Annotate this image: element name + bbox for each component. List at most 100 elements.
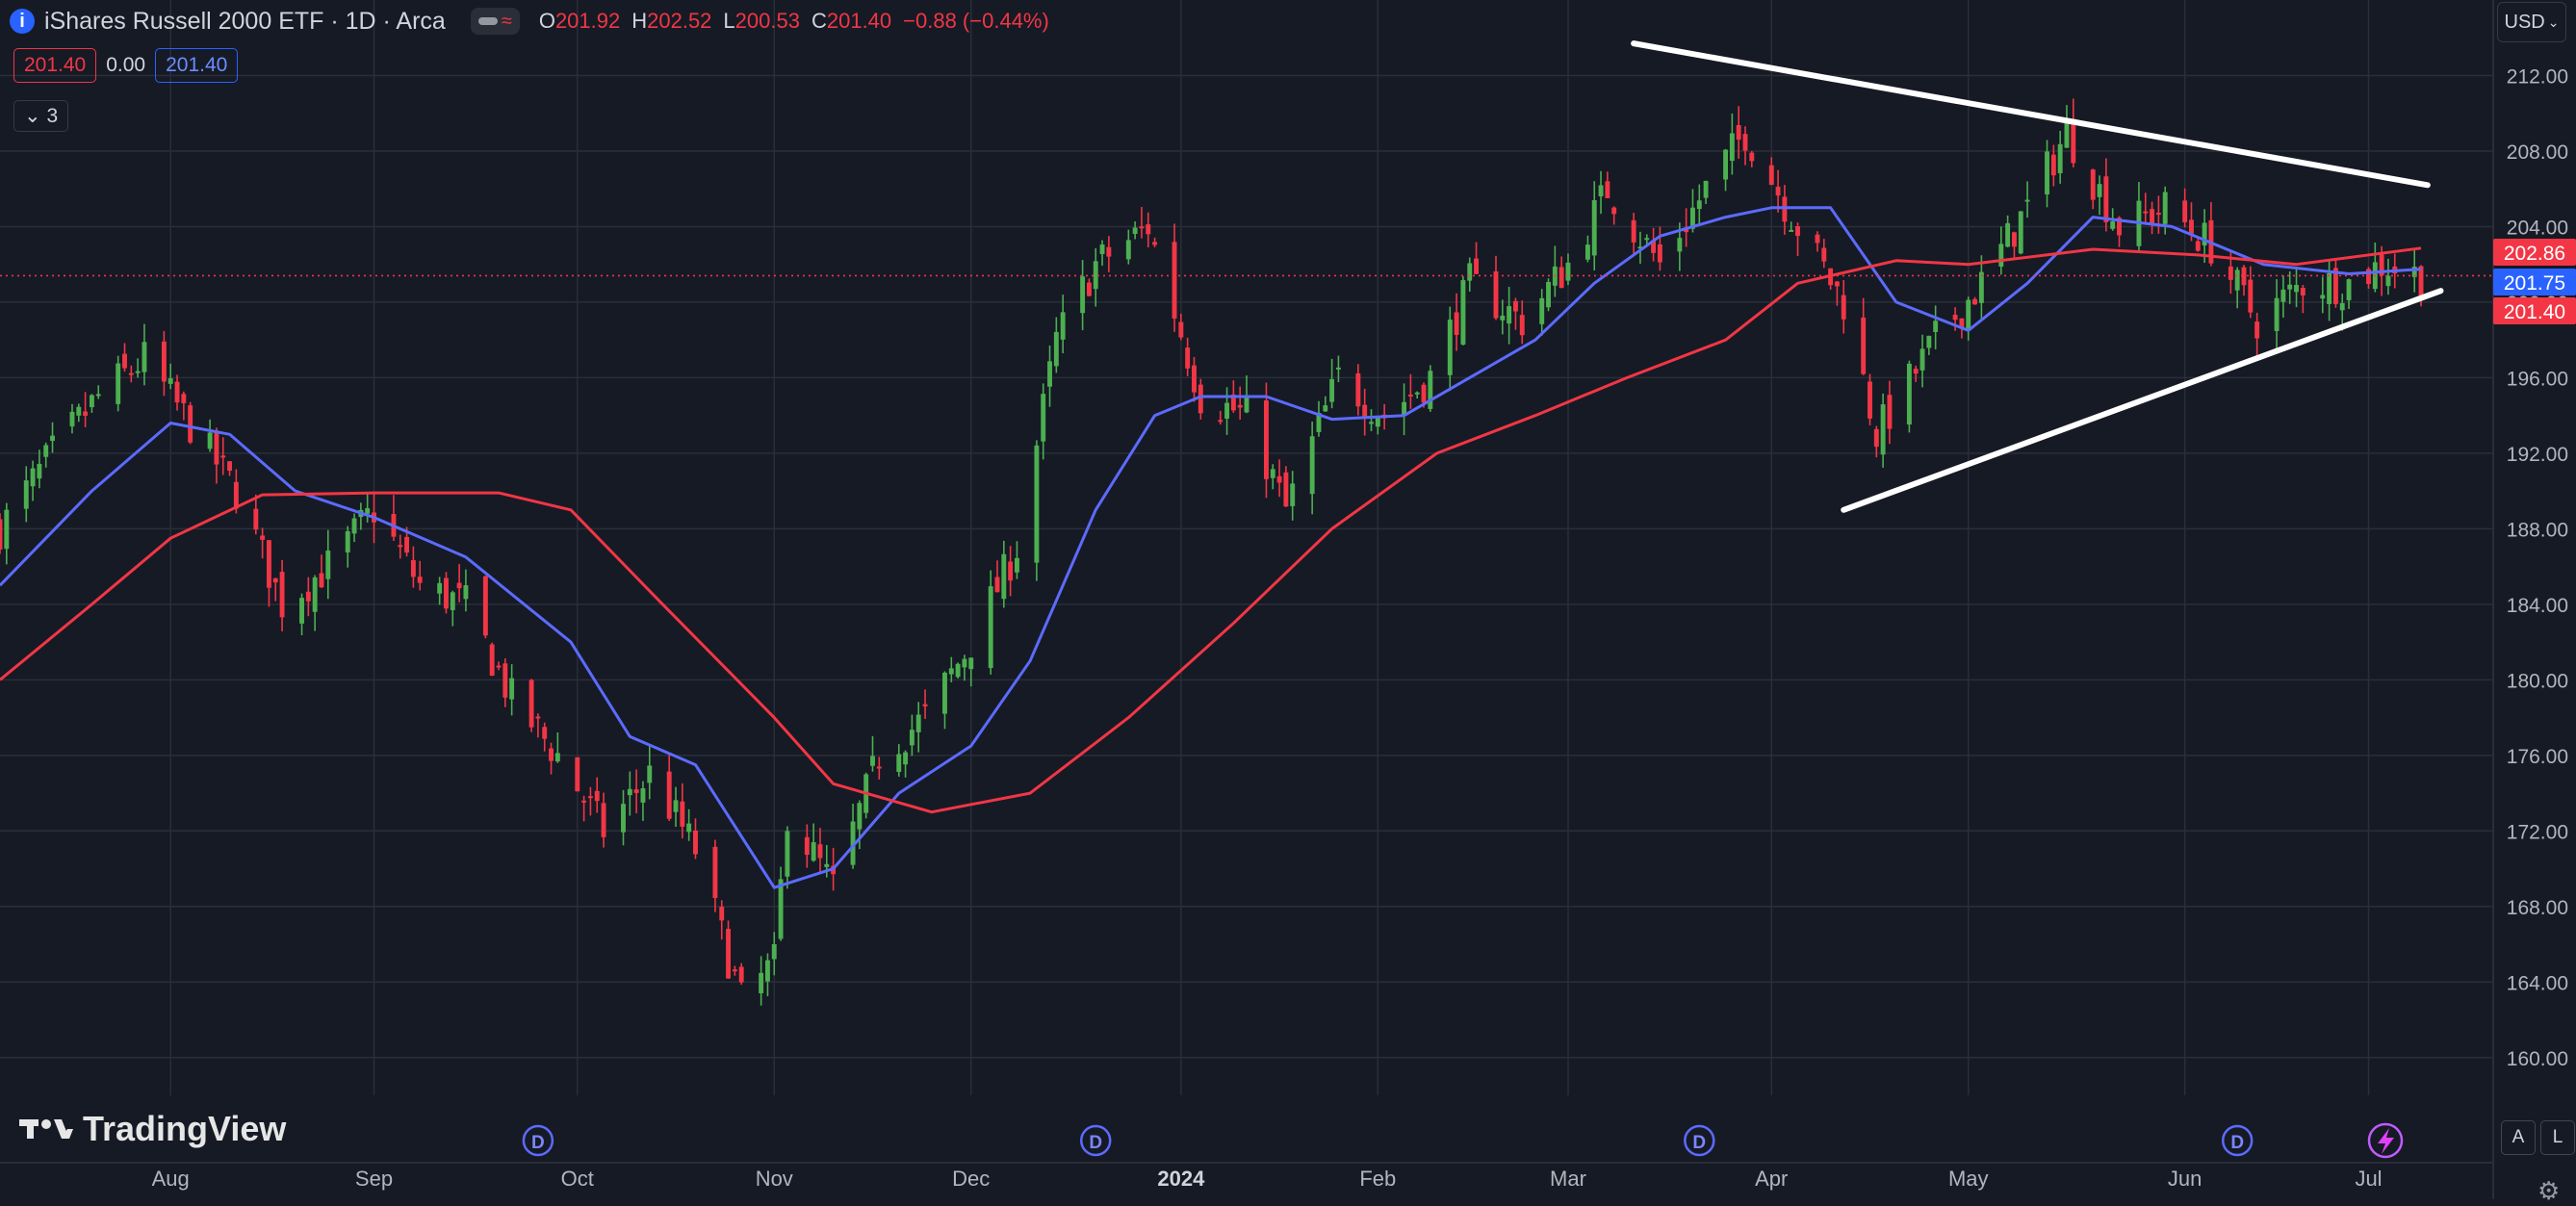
bid-price[interactable]: 201.40	[13, 48, 97, 83]
candle-up	[1598, 170, 1604, 215]
candle-body	[601, 803, 606, 837]
candle-body	[1815, 234, 1820, 244]
candle-body	[1690, 207, 1695, 229]
candle-up	[1906, 360, 1912, 433]
auto-scale-button[interactable]: A	[2501, 1120, 2536, 1155]
candle-body	[2280, 289, 2286, 302]
candle-body	[2071, 118, 2076, 164]
candle-down	[2090, 168, 2096, 210]
candle-body	[2228, 266, 2233, 280]
candle-up	[1919, 334, 1925, 388]
candle-body	[1919, 348, 1925, 371]
candle-body	[1414, 392, 1420, 395]
candle-body	[1053, 331, 1059, 367]
candle-down	[994, 560, 1000, 593]
candle-body	[1283, 472, 1289, 507]
candle-down	[1263, 382, 1269, 499]
candle-up	[857, 800, 863, 850]
candle-up	[2372, 243, 2378, 293]
candle-up	[1460, 276, 1466, 346]
currency-button[interactable]: USD ⌄	[2497, 2, 2566, 42]
candle-body	[1637, 246, 1643, 249]
candle-down	[83, 392, 89, 427]
candle-body	[1696, 200, 1702, 210]
dividend-marker[interactable]: D	[522, 1124, 554, 1157]
candle-down	[489, 642, 495, 677]
candle-down	[732, 965, 737, 976]
dividend-marker[interactable]: D	[2221, 1124, 2254, 1157]
market-status-toggle[interactable]: ≈	[470, 8, 520, 35]
candle-down	[594, 777, 600, 813]
candle-down	[1782, 185, 1788, 235]
gear-icon[interactable]: ⚙	[2537, 1176, 2561, 1205]
candle-up	[955, 662, 961, 680]
candle-body	[1861, 317, 1867, 374]
candle-body	[1034, 445, 1040, 563]
candle-body	[1230, 394, 1236, 411]
candle-body	[509, 678, 515, 700]
candle-body	[876, 766, 882, 769]
ask-price[interactable]: 201.40	[155, 48, 239, 83]
candle-body	[712, 846, 718, 898]
candle-body	[76, 406, 82, 416]
candle-up	[1644, 234, 1650, 244]
candle-body	[1887, 395, 1893, 429]
candle-up	[1335, 355, 1341, 383]
candle-up	[1696, 184, 1702, 225]
candle-body	[535, 716, 541, 719]
candle-up	[915, 702, 921, 753]
candle-up	[23, 466, 29, 523]
candle-body	[260, 535, 266, 540]
candle-body	[2189, 219, 2194, 234]
price-axis-label: 160.00	[2507, 1048, 2568, 1070]
candle-body	[968, 657, 974, 670]
candle-up	[2005, 215, 2011, 247]
info-icon[interactable]: i	[10, 9, 35, 34]
candle-body	[2418, 266, 2424, 297]
candle-down	[444, 572, 449, 614]
candle-body	[870, 756, 875, 766]
candle-body	[627, 788, 632, 796]
candle-body	[1644, 238, 1650, 241]
candle-body	[857, 803, 863, 830]
candle-down	[1512, 297, 1518, 330]
price-tag-label: 202.86	[2504, 243, 2565, 265]
candle-down	[1657, 226, 1662, 271]
candle-down	[1185, 337, 1191, 376]
ohlc-item: H202.52	[631, 9, 711, 34]
candle-body	[1952, 314, 1958, 321]
candle-down	[1605, 171, 1610, 198]
price-axis-label: 192.00	[2507, 444, 2568, 466]
candle-up	[1552, 245, 1558, 297]
candle-body	[1060, 312, 1066, 340]
candle-body	[398, 545, 403, 548]
candle-down	[2071, 98, 2076, 167]
auto-scale-label: A	[2512, 1127, 2525, 1147]
candle-body	[719, 907, 725, 921]
indicators-collapse-button[interactable]: ⌄ 3	[13, 100, 69, 132]
dividend-marker[interactable]: D	[1079, 1124, 1112, 1157]
candle-down	[1407, 373, 1413, 409]
candle-body	[1152, 242, 1158, 245]
candle-down	[1454, 293, 1459, 351]
candle-up	[1978, 255, 1984, 321]
dividend-marker[interactable]: D	[1684, 1124, 1715, 1157]
candle-body	[1611, 207, 1617, 215]
candle-down	[2182, 188, 2188, 228]
candle-body	[1598, 185, 1604, 197]
candle-body	[1276, 475, 1282, 483]
symbol-title[interactable]: iShares Russell 2000 ETF · 1D · Arca	[44, 7, 446, 35]
candle-body	[1178, 321, 1184, 338]
candle-body	[1933, 321, 1939, 332]
log-scale-button[interactable]: L	[2540, 1120, 2575, 1155]
ohlc-item: O201.92	[539, 9, 620, 34]
candle-body	[2143, 211, 2149, 214]
candle-down	[220, 437, 226, 475]
lightning-icon[interactable]	[2367, 1122, 2404, 1159]
price-axis-label: 188.00	[2507, 519, 2568, 541]
candle-body	[174, 381, 180, 403]
candle-body	[1926, 335, 1932, 348]
candle-up	[2136, 182, 2142, 252]
tradingview-logo[interactable]: TradingView	[19, 1109, 286, 1149]
